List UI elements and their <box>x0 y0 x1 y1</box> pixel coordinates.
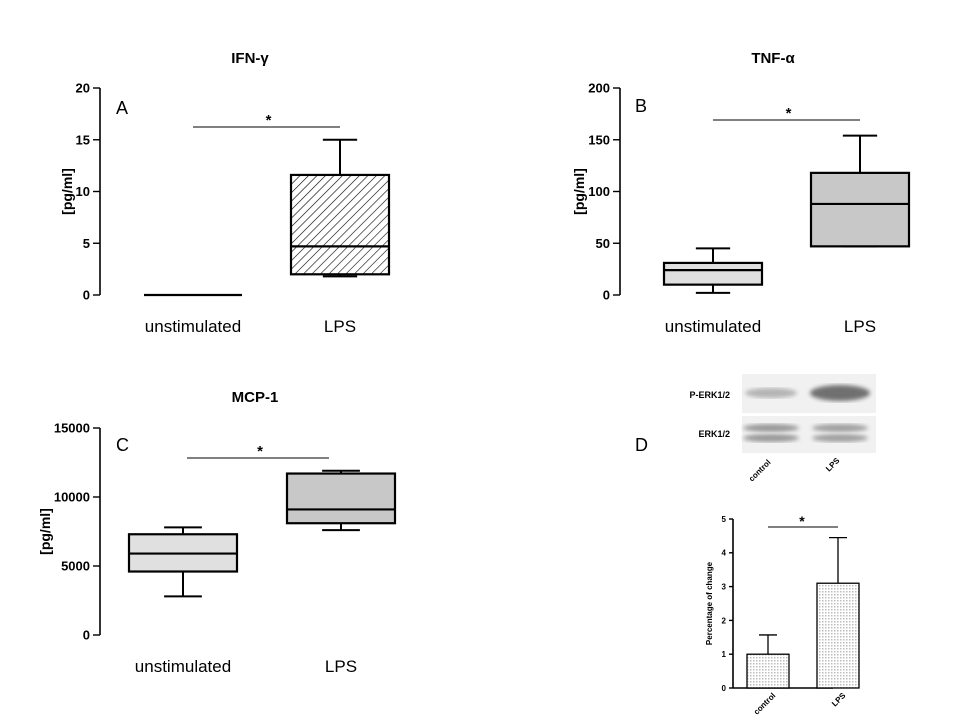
y-tick-label: 10000 <box>54 490 90 505</box>
box-lps <box>285 469 397 532</box>
blot-band-control-p-erk <box>745 388 797 398</box>
significance-marker: * <box>786 105 792 122</box>
y-tick-label: 0 <box>83 628 90 643</box>
blot-row-label-p-erk: P-ERK1/2 <box>689 390 730 400</box>
significance-marker: * <box>799 513 805 529</box>
chart-title: MCP-1 <box>232 389 279 406</box>
bar-lps <box>816 582 860 689</box>
bar-control <box>746 653 790 689</box>
panel-label: C <box>116 435 129 455</box>
box-unstimulated <box>127 526 239 598</box>
y-axis-label: Percentage of change <box>705 561 714 645</box>
y-axis-label: [pg/ml] <box>59 168 75 215</box>
box-lps <box>809 134 911 248</box>
box-unstimulated <box>662 247 764 294</box>
chart-title: IFN-γ <box>231 50 269 67</box>
y-tick-label: 150 <box>588 132 610 147</box>
blot-band-control-erk-upper <box>743 424 799 432</box>
x-category-label: LPS <box>830 691 848 709</box>
panel-label: A <box>116 98 128 118</box>
blot-lane-label-control: control <box>747 458 773 484</box>
box-body <box>285 472 397 525</box>
y-tick-label: 15 <box>76 132 90 147</box>
significance-marker: * <box>257 443 263 460</box>
x-category-label: unstimulated <box>145 317 241 336</box>
box-body <box>662 261 764 286</box>
blot-lane-label-lps: LPS <box>824 456 842 474</box>
y-tick-label: 4 <box>722 549 727 558</box>
y-tick-label: 1 <box>722 650 727 659</box>
x-category-label: LPS <box>325 657 357 676</box>
blot-band-control-erk-lower <box>743 434 799 442</box>
y-tick-label: 20 <box>76 81 90 96</box>
y-axis-label: [pg/ml] <box>571 168 587 215</box>
western-blot: P-ERK1/2 ERK1/2 control LPS <box>689 374 876 483</box>
y-tick-label: 15000 <box>54 421 90 436</box>
blot-band-lps-erk-upper <box>812 424 868 432</box>
y-tick-label: 5000 <box>61 559 90 574</box>
chart-c: 0 5000 10000 15000 MCP-1 [pg/ml] Cunstimulated… <box>37 389 397 676</box>
y-tick-label: 5 <box>83 236 90 251</box>
y-tick-label: 3 <box>722 582 727 591</box>
x-category-label: unstimulated <box>665 317 761 336</box>
significance-marker: * <box>266 112 272 129</box>
panel-label: B <box>635 96 647 116</box>
y-tick-label: 0 <box>722 684 727 693</box>
y-tick-label: 100 <box>588 184 610 199</box>
y-tick-label: 5 <box>722 515 727 524</box>
x-category-label: unstimulated <box>135 657 231 676</box>
x-category-label: LPS <box>324 317 356 336</box>
y-tick-label: 50 <box>596 236 610 251</box>
x-category-label: LPS <box>844 317 876 336</box>
panel-label: D <box>635 435 648 455</box>
blot-band-lps-p-erk <box>810 385 870 401</box>
y-tick-label: 200 <box>588 81 610 96</box>
y-axis-label: [pg/ml] <box>37 508 53 555</box>
box-lps <box>289 138 391 278</box>
y-tick-label: 0 <box>83 288 90 303</box>
blot-row-label-erk: ERK1/2 <box>698 429 730 439</box>
blot-band-lps-erk-lower <box>812 434 868 442</box>
y-tick-label: 0 <box>603 288 610 303</box>
x-category-label: control <box>752 691 778 717</box>
chart-title: TNF-α <box>751 50 795 67</box>
box-body <box>289 173 391 276</box>
box-body <box>809 171 911 248</box>
y-tick-label: 2 <box>722 616 727 625</box>
y-tick-label: 10 <box>76 184 90 199</box>
